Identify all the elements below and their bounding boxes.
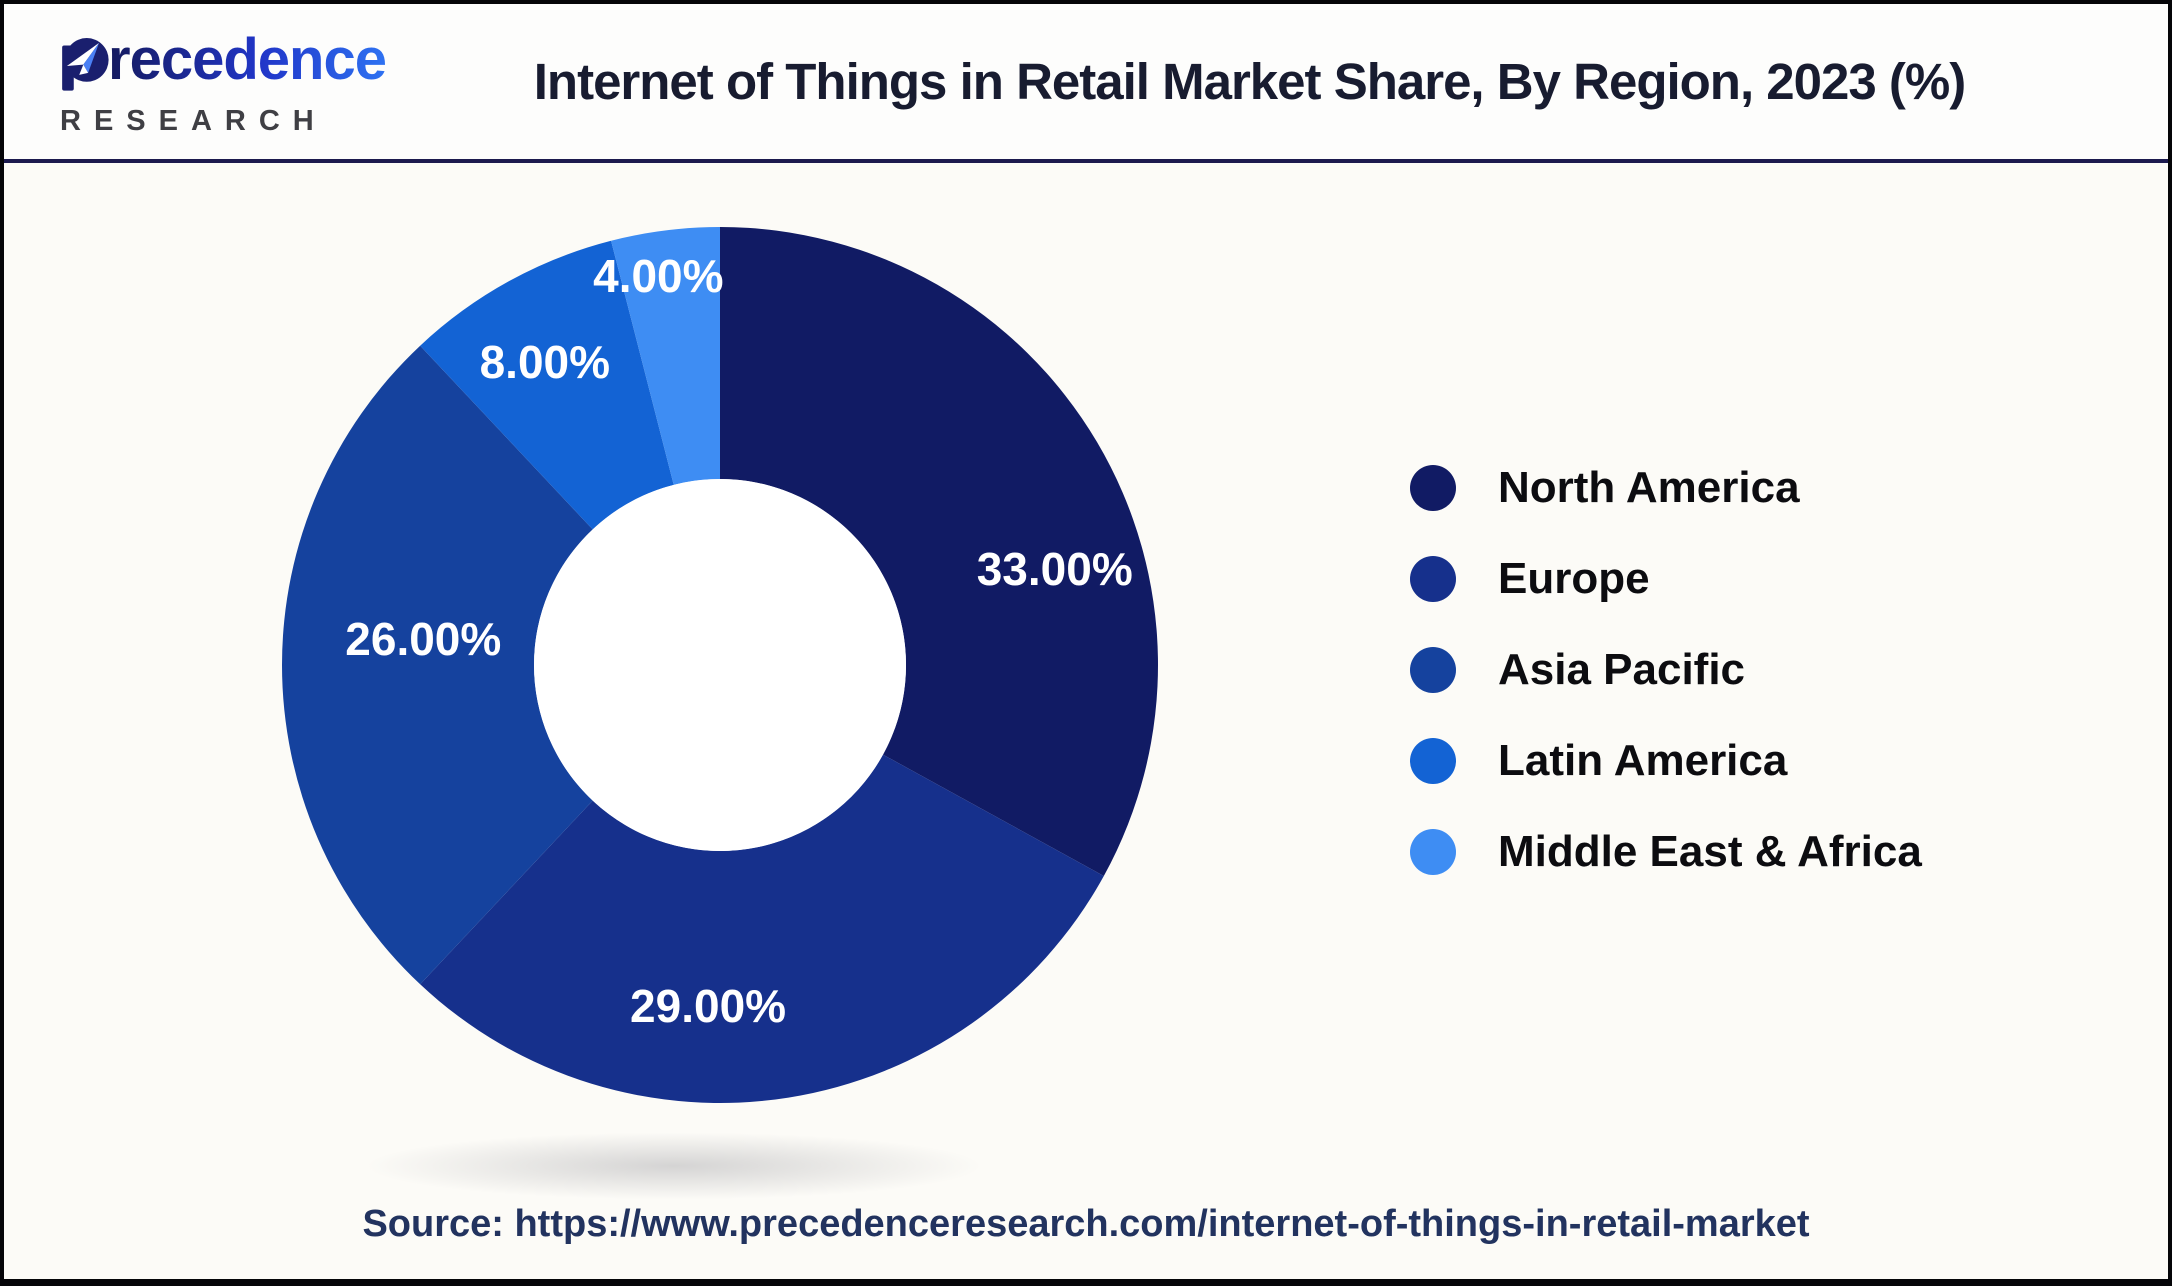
donut-chart [281, 227, 1158, 1103]
header: recedence RESEARCH Internet of Things in… [4, 4, 2168, 163]
slice-label: 26.00% [345, 613, 502, 666]
legend-swatch [1410, 465, 1456, 511]
slice-label: 29.00% [630, 980, 787, 1033]
legend-swatch [1410, 647, 1456, 693]
chart-area: North America Europe Asia Pacific Latin Ame… [4, 163, 2168, 1275]
legend-item-label: Asia Pacific [1498, 645, 1746, 694]
pie-slice [611, 227, 720, 485]
chart-legend: North America Europe Asia Pacific Latin Ame… [1410, 463, 1922, 876]
legend-item-label: North America [1498, 463, 1800, 512]
legend-swatch [1410, 738, 1456, 784]
pie-slice [720, 227, 1158, 877]
source-text: Source: https://www.precedenceresearch.c… [362, 1203, 1810, 1245]
donut-shadow [354, 1131, 994, 1201]
legend-item: Asia Pacific [1410, 645, 1922, 694]
legend-item-label: Latin America [1498, 736, 1788, 785]
legend-item: North America [1410, 463, 1922, 512]
pie-slice [420, 240, 674, 530]
page-title: Internet of Things in Retail Market Shar… [533, 53, 1966, 110]
pie-slice [420, 754, 1104, 1103]
slice-label: 8.00% [479, 335, 611, 388]
slice-label: 4.00% [593, 249, 724, 302]
brand-logo: recedence RESEARCH [56, 25, 387, 138]
paper-plane-icon [62, 38, 109, 91]
donut-hole [534, 479, 906, 851]
legend-item: Latin America [1410, 736, 1922, 785]
legend-item: Middle East & Africa [1410, 827, 1922, 876]
slice-label: 33.00% [976, 543, 1133, 596]
legend-item-label: Europe [1498, 554, 1650, 603]
brand-subtitle: RESEARCH [60, 105, 327, 137]
legend-swatch [1410, 556, 1456, 602]
legend-swatch [1410, 829, 1456, 875]
brand-name: recedence [108, 25, 387, 95]
pie-slice [281, 345, 593, 985]
legend-item: Europe [1410, 554, 1922, 603]
legend-item-label: Middle East & Africa [1498, 827, 1922, 876]
